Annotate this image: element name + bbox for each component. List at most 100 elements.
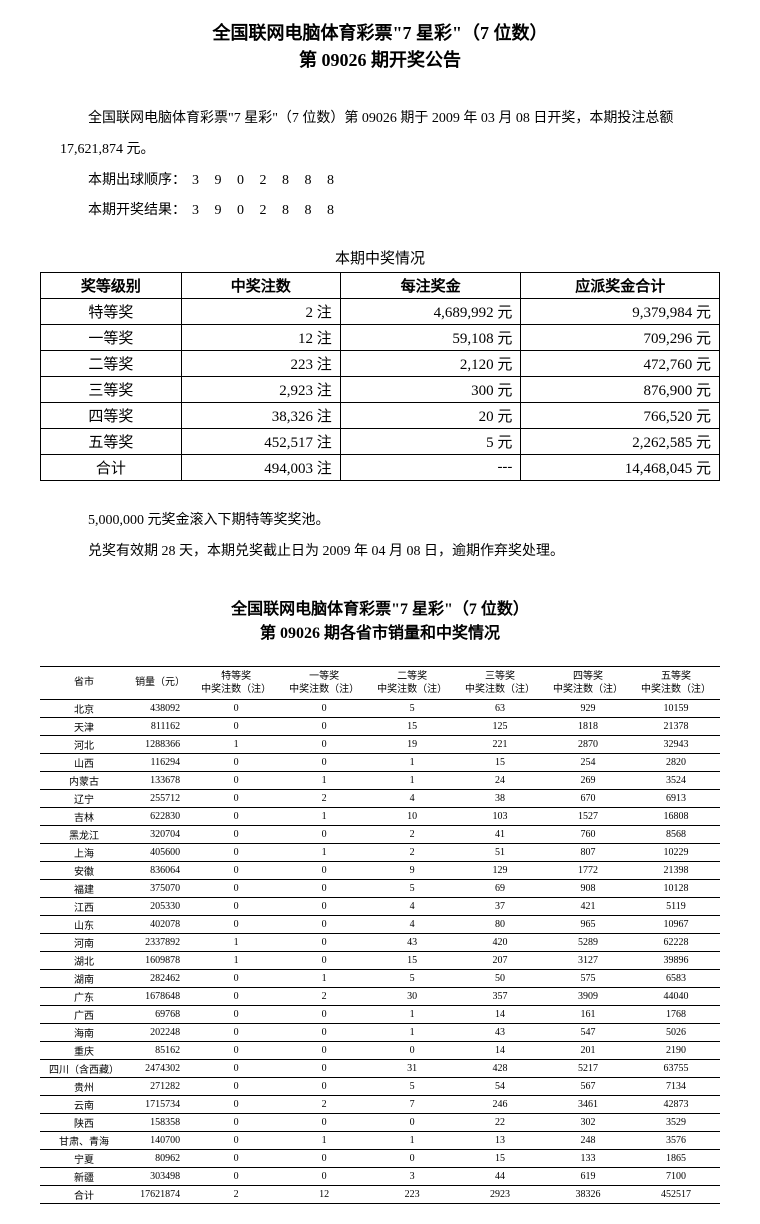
province-prize-count: 0 (192, 789, 280, 807)
province-prize-count: 5119 (632, 897, 720, 915)
province-prize-count: 0 (192, 1005, 280, 1023)
province-sales: 2474302 (128, 1059, 192, 1077)
province-prize-count: 24 (456, 771, 544, 789)
province-prize-count: 15 (456, 1149, 544, 1167)
province-prize-count: 929 (544, 699, 632, 717)
province-prize-count: 0 (280, 1077, 368, 1095)
province-prize-count: 5289 (544, 933, 632, 951)
prize-count: 494,003 注 (181, 455, 340, 481)
province-prize-count: 0 (192, 897, 280, 915)
prize-per: 20 元 (340, 403, 521, 429)
province-prize-count: 0 (280, 753, 368, 771)
prize-col-total: 应派奖金合计 (521, 273, 720, 299)
province-prize-count: 15 (368, 717, 456, 735)
province-prize-count: 248 (544, 1131, 632, 1149)
province-prize-count: 22 (456, 1113, 544, 1131)
province-prize-count: 44 (456, 1167, 544, 1185)
province-prize-count: 6913 (632, 789, 720, 807)
province-prize-count: 0 (280, 1005, 368, 1023)
province-prize-count: 43 (368, 933, 456, 951)
province-sales: 1288366 (128, 735, 192, 753)
province-prize-count: 54 (456, 1077, 544, 1095)
prize-heading: 本期中奖情况 (40, 247, 720, 268)
province-prize-count: 1527 (544, 807, 632, 825)
province-prize-count: 670 (544, 789, 632, 807)
province-sales: 303498 (128, 1167, 192, 1185)
province-prize-count: 16808 (632, 807, 720, 825)
prize-level: 一等奖 (41, 325, 182, 351)
province-row: 山西116294001152542820 (40, 753, 720, 771)
province-col-p2: 二等奖中奖注数（注） (368, 666, 456, 699)
province-sales: 17621874 (128, 1185, 192, 1203)
prize-row: 三等奖2,923 注300 元876,900 元 (41, 377, 720, 403)
province-name: 安徽 (40, 861, 128, 879)
province-prize-count: 1 (368, 753, 456, 771)
prize-per: 4,689,992 元 (340, 299, 521, 325)
province-sales: 811162 (128, 717, 192, 735)
prize-count: 452,517 注 (181, 429, 340, 455)
province-prize-count: 0 (192, 843, 280, 861)
province-prize-count: 161 (544, 1005, 632, 1023)
prize-count: 12 注 (181, 325, 340, 351)
province-row: 海南202248001435475026 (40, 1023, 720, 1041)
province-prize-count: 0 (280, 699, 368, 717)
province-prize-count: 0 (192, 1113, 280, 1131)
province-sales: 1609878 (128, 951, 192, 969)
province-prize-count: 0 (192, 699, 280, 717)
main-title: 全国联网电脑体育彩票"7 星彩"（7 位数） 第 09026 期开奖公告 (40, 20, 720, 74)
province-prize-count: 3127 (544, 951, 632, 969)
province-row: 吉林6228300110103152716808 (40, 807, 720, 825)
province-col-p3: 三等奖中奖注数（注） (456, 666, 544, 699)
province-name: 新疆 (40, 1167, 128, 1185)
province-sales: 438092 (128, 699, 192, 717)
draw-order-label: 本期出球顺序： (88, 173, 186, 188)
province-row: 上海4056000125180710229 (40, 843, 720, 861)
province-prize-count: 0 (192, 825, 280, 843)
province-row: 辽宁255712024386706913 (40, 789, 720, 807)
province-row: 广东16786480230357390944040 (40, 987, 720, 1005)
province-name: 贵州 (40, 1077, 128, 1095)
province-name: 河南 (40, 933, 128, 951)
province-prize-count: 0 (280, 861, 368, 879)
province-row: 山东4020780048096510967 (40, 915, 720, 933)
province-prize-count: 2 (192, 1185, 280, 1203)
province-name: 湖北 (40, 951, 128, 969)
prize-row: 五等奖452,517 注5 元2,262,585 元 (41, 429, 720, 455)
province-name: 福建 (40, 879, 128, 897)
province-prize-count: 428 (456, 1059, 544, 1077)
province-prize-count: 0 (192, 915, 280, 933)
prize-level: 特等奖 (41, 299, 182, 325)
province-prize-count: 129 (456, 861, 544, 879)
province-row: 湖北16098781015207312739896 (40, 951, 720, 969)
province-sales: 140700 (128, 1131, 192, 1149)
province-prize-count: 39896 (632, 951, 720, 969)
province-prize-count: 10229 (632, 843, 720, 861)
province-prize-count: 10128 (632, 879, 720, 897)
prize-total: 876,900 元 (521, 377, 720, 403)
province-sales: 622830 (128, 807, 192, 825)
province-sales: 2337892 (128, 933, 192, 951)
province-prize-count: 0 (280, 825, 368, 843)
province-sales: 1678648 (128, 987, 192, 1005)
province-prize-count: 0 (192, 1167, 280, 1185)
province-prize-count: 1 (368, 771, 456, 789)
province-prize-count: 4 (368, 789, 456, 807)
province-prize-count: 1818 (544, 717, 632, 735)
province-prize-count: 4 (368, 897, 456, 915)
province-prize-count: 15 (456, 753, 544, 771)
province-prize-count: 15 (368, 951, 456, 969)
prize-per: 300 元 (340, 377, 521, 403)
province-prize-count: 3529 (632, 1113, 720, 1131)
province-name: 广东 (40, 987, 128, 1005)
province-prize-count: 0 (368, 1149, 456, 1167)
province-sales: 402078 (128, 915, 192, 933)
province-prize-count: 0 (192, 1149, 280, 1167)
province-prize-count: 3524 (632, 771, 720, 789)
province-prize-count: 38326 (544, 1185, 632, 1203)
province-prize-count: 13 (456, 1131, 544, 1149)
province-sales: 282462 (128, 969, 192, 987)
prize-col-count: 中奖注数 (181, 273, 340, 299)
province-prize-count: 254 (544, 753, 632, 771)
province-prize-count: 1 (280, 1131, 368, 1149)
province-prize-count: 0 (280, 915, 368, 933)
